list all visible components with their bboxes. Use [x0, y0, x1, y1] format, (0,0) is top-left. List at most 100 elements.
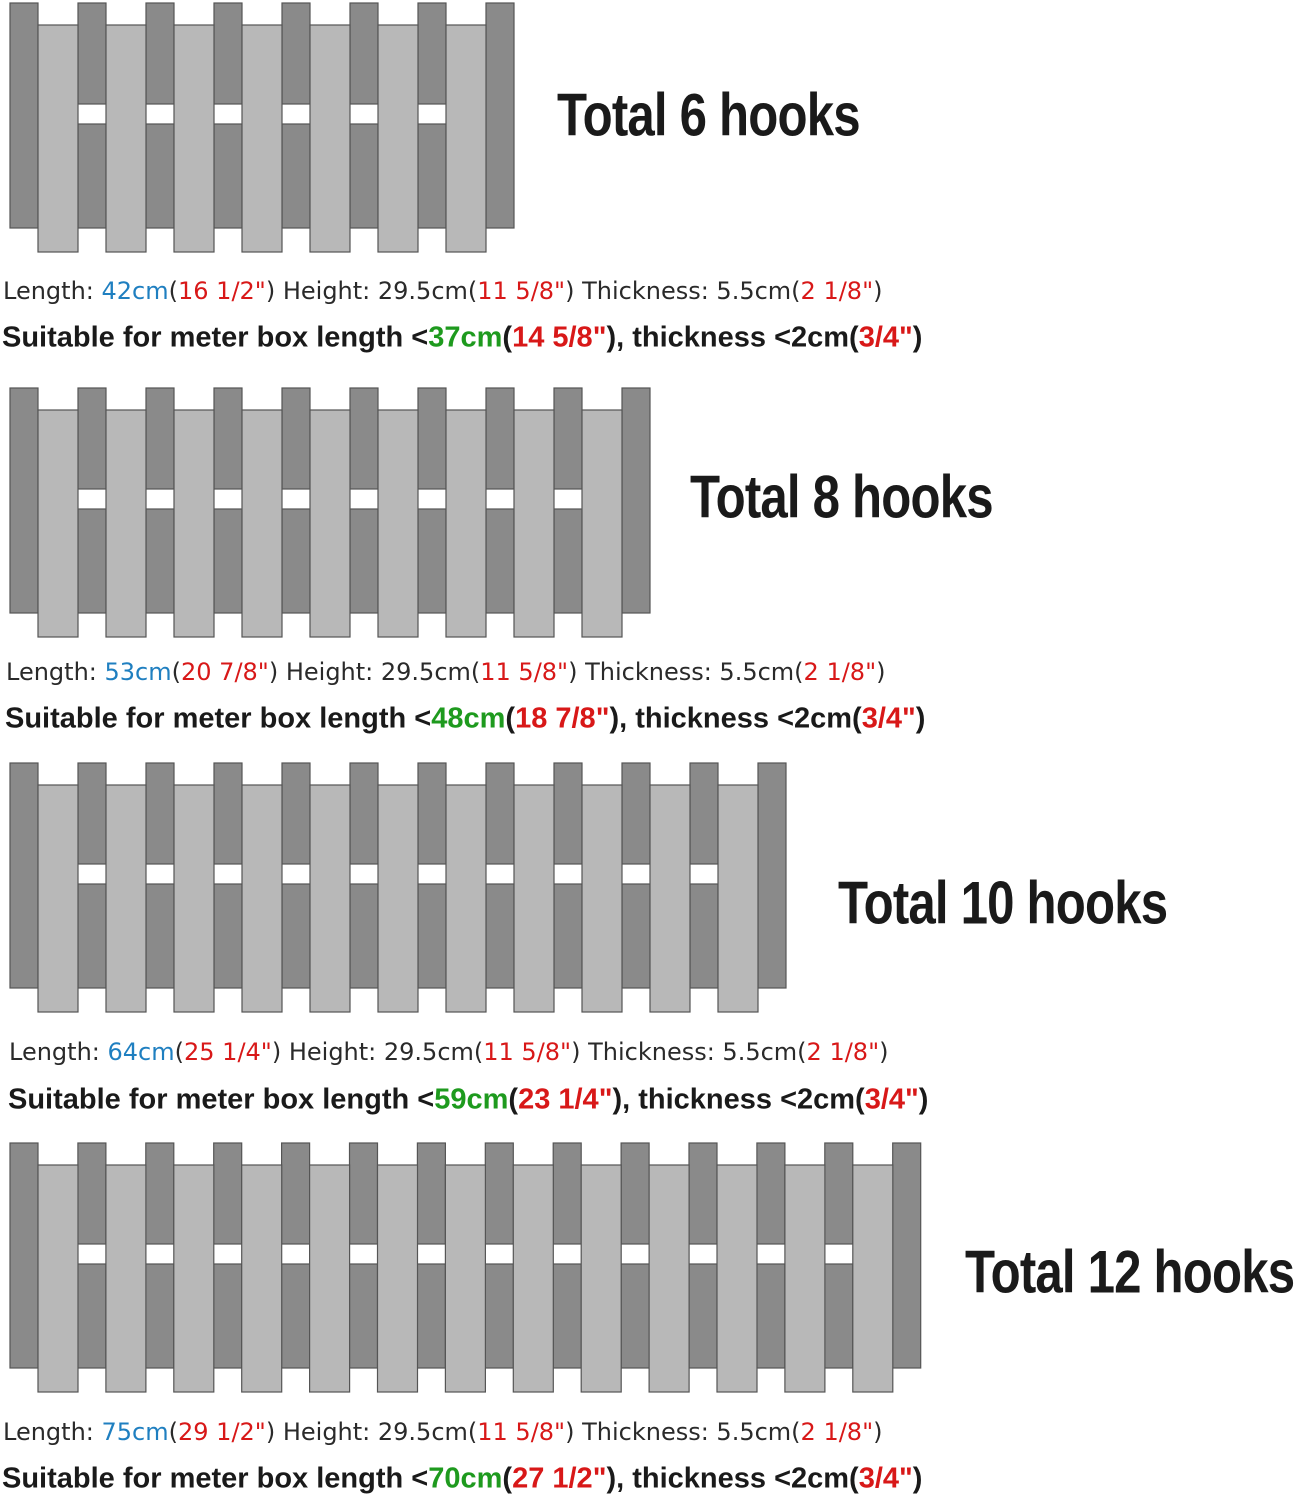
fit-part: 37cm: [428, 321, 503, 354]
dark-slat: [77, 508, 107, 614]
light-slat: [37, 784, 79, 1013]
fit-part: 23 1/4": [518, 1083, 613, 1116]
dark-slat: [688, 1142, 718, 1245]
fit-part: 70cm: [428, 1462, 503, 1495]
dark-slat: [824, 1142, 854, 1245]
dark-slat: [77, 387, 107, 490]
dark-slat: [145, 1142, 175, 1245]
dark-slat: [553, 387, 583, 490]
light-slat: [309, 24, 351, 253]
dark-slat: [281, 123, 311, 229]
fit-part: Suitable for meter box length <: [8, 1083, 435, 1116]
dark-slat: [553, 508, 583, 614]
dark-slat: [416, 1263, 446, 1369]
dark-slat: [349, 508, 379, 614]
dark-slat: [689, 762, 719, 865]
spec-part: ) Height: 29.5cm(: [265, 277, 478, 305]
dark-slat: [757, 762, 787, 989]
spec-part: 11 5/8": [477, 1418, 566, 1446]
size-spec: Length: 75cm(29 1/2") Height: 29.5cm(11 …: [3, 1418, 882, 1446]
light-slat: [445, 24, 487, 253]
spec-part: (: [168, 277, 178, 305]
spec-part: ) Height: 29.5cm(: [265, 1418, 478, 1446]
fit-part: ): [912, 321, 923, 354]
dark-slat: [145, 123, 175, 229]
light-slat: [717, 784, 759, 1013]
fit-part: 3/4": [858, 1462, 913, 1495]
spec-part: (: [168, 1418, 178, 1446]
fit-part: Suitable for meter box length <: [5, 702, 432, 735]
dark-slat: [417, 762, 447, 865]
dark-slat: [824, 1263, 854, 1369]
light-slat: [445, 784, 487, 1013]
light-slat: [173, 24, 215, 253]
light-slat: [173, 409, 215, 638]
light-slat: [581, 784, 623, 1013]
dark-slat: [417, 2, 447, 105]
spec-part: 25 1/4": [184, 1038, 272, 1066]
light-slat: [37, 1164, 79, 1393]
spec-part: 16 1/2": [178, 277, 266, 305]
spec-part: ) Thickness: 5.5cm(: [565, 1418, 801, 1446]
dark-slat: [281, 1263, 311, 1369]
spec-part: 2 1/8": [803, 658, 877, 686]
spec-part: ) Thickness: 5.5cm(: [568, 658, 804, 686]
dark-slat: [281, 2, 311, 105]
light-slat: [241, 784, 283, 1013]
spec-part: 2 1/8": [806, 1038, 880, 1066]
dark-slat: [9, 762, 39, 989]
fit-note: Suitable for meter box length <59cm(23 1…: [8, 1084, 928, 1117]
dark-slat: [145, 883, 175, 989]
light-slat: [376, 1164, 419, 1393]
fit-part: 3/4": [861, 702, 916, 735]
fit-part: ), thickness <2cm(: [606, 321, 859, 354]
dark-slat: [145, 508, 175, 614]
spec-part: 11 5/8": [480, 658, 569, 686]
dark-slat: [417, 387, 447, 490]
light-slat: [105, 409, 147, 638]
dark-slat: [77, 883, 107, 989]
dark-slat: [485, 883, 515, 989]
rack-title: Total 10 hooks: [838, 869, 1168, 937]
dark-slat: [77, 1263, 107, 1369]
fit-part: ), thickness <2cm(: [606, 1462, 859, 1495]
spec-part: Length:: [9, 1038, 108, 1066]
light-slat: [513, 784, 555, 1013]
spec-part: ) Height: 29.5cm(: [268, 658, 481, 686]
size-spec: Length: 64cm(25 1/4") Height: 29.5cm(11 …: [9, 1038, 888, 1066]
fit-part: (: [508, 1083, 519, 1116]
dark-slat: [281, 387, 311, 490]
fit-part: ), thickness <2cm(: [609, 702, 862, 735]
fit-part: (: [505, 702, 516, 735]
spec-part: 64cm: [107, 1038, 175, 1066]
dark-slat: [485, 387, 515, 490]
dark-slat: [77, 1142, 107, 1245]
fit-part: ), thickness <2cm(: [612, 1083, 865, 1116]
dark-slat: [484, 1263, 514, 1369]
spec-part: 42cm: [101, 277, 169, 305]
dark-slat: [281, 508, 311, 614]
fit-part: ): [912, 1462, 923, 1495]
dark-slat: [553, 762, 583, 865]
dark-slat: [620, 1263, 650, 1369]
dark-slat: [77, 123, 107, 229]
fit-part: ): [918, 1083, 929, 1116]
light-slat: [105, 24, 147, 253]
fit-part: Suitable for meter box length <: [2, 1462, 429, 1495]
dark-slat: [213, 508, 243, 614]
fit-part: (: [502, 321, 513, 354]
dark-slat: [213, 387, 243, 490]
dark-slat: [348, 1142, 379, 1245]
light-slat: [444, 1164, 486, 1393]
spec-part: ): [879, 1038, 889, 1066]
light-slat: [784, 1164, 826, 1393]
rack-title: Total 6 hooks: [557, 81, 861, 149]
fit-part: 18 7/8": [515, 702, 610, 735]
dark-slat: [484, 1142, 514, 1245]
light-slat: [445, 409, 487, 638]
light-slat: [37, 24, 79, 253]
dark-slat: [756, 1263, 786, 1369]
dark-slat: [145, 1263, 175, 1369]
spec-part: ) Height: 29.5cm(: [271, 1038, 484, 1066]
